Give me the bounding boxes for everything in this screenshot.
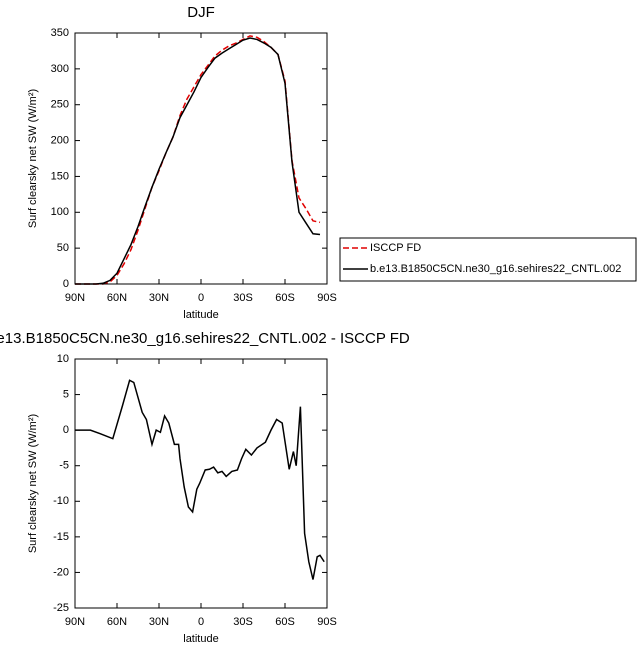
- x-tick-label: 30S: [233, 292, 253, 304]
- y-tick-label: -10: [53, 495, 69, 507]
- data-line: [75, 37, 321, 285]
- x-tick-label: 60S: [275, 292, 295, 304]
- y-tick-label: 5: [63, 388, 69, 400]
- y-axis-label: Surf clearsky net SW (W/m²): [27, 89, 39, 228]
- chart-title: DJF: [187, 4, 215, 21]
- x-tick-label: 30N: [149, 292, 169, 304]
- x-tick-label: 0: [198, 616, 204, 628]
- legend-label: b.e13.B1850C5CN.ne30_g16.sehires22_CNTL.…: [370, 263, 621, 275]
- x-tick-label: 60N: [107, 292, 127, 304]
- y-axis-label: Surf clearsky net SW (W/m²): [27, 414, 39, 553]
- y-tick-label: 350: [51, 27, 69, 39]
- plot-frame: [74, 358, 328, 609]
- y-tick-label: 100: [51, 206, 69, 218]
- y-tick-label: 10: [57, 353, 69, 365]
- legend-label: ISCCP FD: [370, 242, 421, 254]
- x-tick-label: 90N: [65, 616, 85, 628]
- y-tick-label: -15: [53, 531, 69, 543]
- y-tick-label: 150: [51, 170, 69, 182]
- chart-title: .e13.B1850C5CN.ne30_g16.sehires22_CNTL.0…: [0, 330, 410, 347]
- x-tick-label: 0: [198, 292, 204, 304]
- x-tick-label: 30N: [149, 616, 169, 628]
- x-tick-label: 30S: [233, 616, 253, 628]
- x-axis-label: latitude: [183, 309, 218, 321]
- x-tick-label: 60S: [275, 616, 295, 628]
- y-tick-label: -5: [59, 460, 69, 472]
- y-tick-label: -25: [53, 602, 69, 614]
- y-tick-label: 300: [51, 63, 69, 75]
- y-tick-label: 0: [63, 278, 69, 290]
- x-tick-label: 90N: [65, 292, 85, 304]
- x-tick-label: 90S: [317, 616, 337, 628]
- plot-frame: [74, 32, 328, 285]
- y-tick-label: 250: [51, 99, 69, 111]
- y-tick-label: 0: [63, 424, 69, 436]
- data-line: [75, 379, 325, 580]
- y-tick-label: 50: [57, 242, 69, 254]
- x-tick-label: 60N: [107, 616, 127, 628]
- y-tick-label: -20: [53, 566, 69, 578]
- x-tick-label: 90S: [317, 292, 337, 304]
- legend-box: [339, 237, 637, 282]
- x-axis-label: latitude: [183, 633, 218, 645]
- data-line: [75, 35, 321, 285]
- y-tick-label: 200: [51, 134, 69, 146]
